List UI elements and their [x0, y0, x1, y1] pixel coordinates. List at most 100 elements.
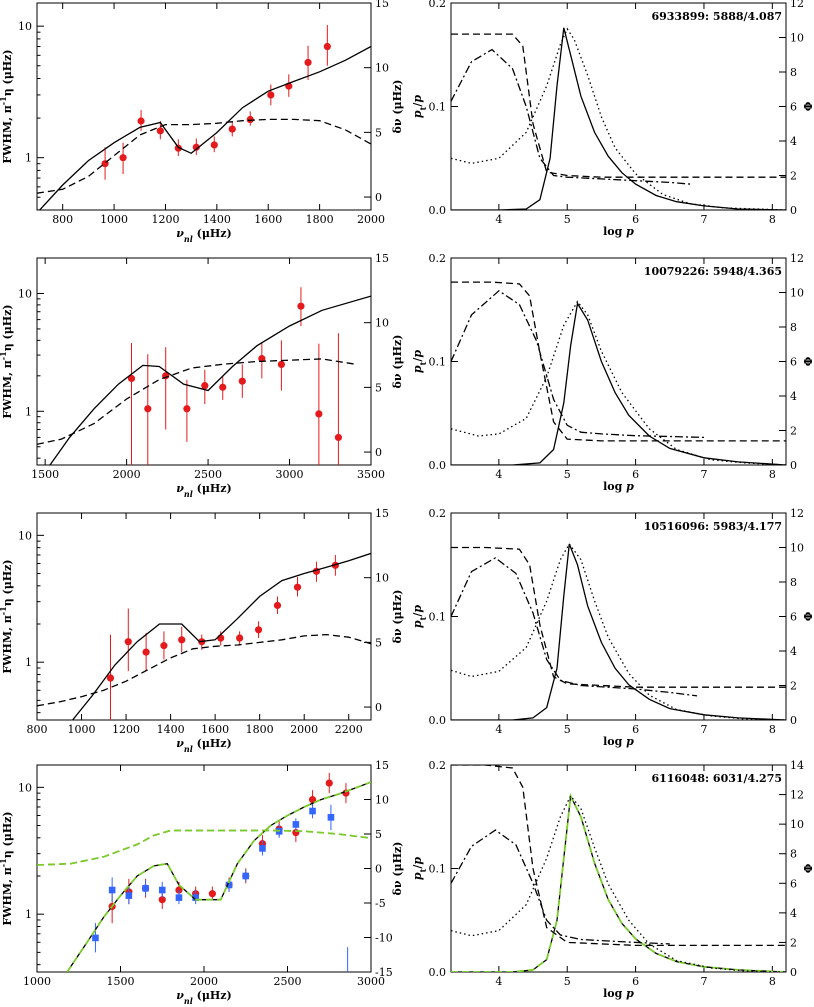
- x-tick-label: 2500: [274, 975, 302, 988]
- star-label: 10516096: 5983/4.177: [644, 520, 782, 533]
- x-tick-label: 7: [700, 213, 707, 226]
- data-point: [267, 91, 275, 99]
- x-tick-label: 1000: [23, 975, 51, 988]
- right-y-tick-label: 6: [790, 101, 797, 114]
- right-y-axis-label: δν (μHz): [391, 590, 404, 644]
- data-point: [246, 115, 254, 124]
- data-point: [323, 42, 331, 51]
- data-point: [183, 405, 191, 413]
- y-axis-label: FWHM, π-1η (μHz): [0, 559, 14, 673]
- plot-area: [37, 552, 371, 720]
- x-tick-label: 2000: [357, 213, 385, 226]
- x-tick-label: 2200: [335, 723, 363, 736]
- data-point: [127, 374, 136, 383]
- x-tick-label: 800: [52, 213, 73, 226]
- right-y-tick-label: 12: [790, 0, 804, 10]
- x-axis-label: log p: [603, 480, 634, 493]
- right-y-tick-label: 6: [790, 877, 797, 890]
- plot-area: [451, 542, 786, 720]
- series-line: [451, 48, 691, 185]
- data-point: [160, 642, 168, 650]
- y-tick-label: 10: [18, 781, 32, 794]
- x-tick-label: 8: [769, 213, 776, 226]
- x-tick-label: 1600: [254, 213, 282, 226]
- series-line: [37, 633, 371, 707]
- y-tick-label: 1: [25, 656, 32, 669]
- x-axis-label: log p: [603, 225, 634, 238]
- y-tick-label: 0.0: [429, 459, 447, 472]
- data-point: [142, 648, 150, 656]
- x-tick-label: 6: [632, 723, 639, 736]
- chart-panel-left-3: 800 1000 1200 1400 1600 1800 2000 2200 1 10 0 5 10 15…: [0, 507, 404, 754]
- right-y-tick-label: 15: [375, 759, 389, 772]
- x-tick-label: 1000: [68, 723, 96, 736]
- x-axis-label: νnl (μHz): [176, 989, 231, 1006]
- data-point: [254, 626, 263, 634]
- y-axis-label: FWHM, π-1η (μHz): [0, 49, 14, 163]
- data-point: [277, 360, 285, 368]
- y-tick-label: 10: [18, 20, 32, 33]
- plot-area: [37, 25, 371, 210]
- series-line: [66, 781, 371, 972]
- right-y-tick-label: 0: [790, 966, 797, 979]
- x-tick-label: 1400: [157, 723, 185, 736]
- x-tick-label: 1200: [112, 723, 140, 736]
- x-tick-label: 1800: [306, 213, 334, 226]
- y-tick-label: 0.2: [429, 0, 447, 10]
- plot-area: [37, 772, 371, 972]
- data-square: [125, 892, 133, 899]
- data-point: [158, 896, 166, 904]
- series-line: [451, 765, 786, 947]
- x-tick-label: 7: [700, 468, 707, 481]
- right-y-tick-label: -15: [375, 966, 393, 979]
- x-tick-label: 5: [564, 213, 571, 226]
- x-axis-label: νnl (μHz): [176, 482, 231, 499]
- series-line: [38, 45, 371, 210]
- y-axis-label: pt/p: [411, 95, 428, 118]
- right-y-tick-label: 15: [375, 252, 389, 265]
- right-y-axis-label: Φ: [802, 101, 814, 111]
- x-tick-label: 5: [564, 975, 571, 988]
- x-tick-label: 3000: [276, 468, 304, 481]
- y-tick-label: 0.2: [429, 252, 447, 265]
- series-line: [451, 27, 786, 210]
- y-tick-label: 0.1: [429, 863, 447, 876]
- right-y-tick-label: 0: [375, 863, 382, 876]
- x-tick-label: 1500: [31, 468, 59, 481]
- right-y-tick-label: 0: [790, 714, 797, 727]
- y-tick-label: 10: [18, 287, 32, 300]
- data-square: [108, 886, 116, 894]
- right-y-tick-label: 5: [375, 126, 382, 139]
- series-line: [451, 829, 670, 945]
- data-point: [258, 355, 266, 363]
- plot-area: [37, 287, 371, 465]
- y-tick-label: 1: [25, 908, 32, 921]
- series-line: [451, 542, 786, 720]
- x-tick-label: 2000: [190, 975, 218, 988]
- x-tick-label: 5: [564, 468, 571, 481]
- right-y-axis-label: Φ: [802, 611, 814, 621]
- data-point: [124, 638, 132, 646]
- y-axis-label: pt/p: [411, 350, 428, 373]
- x-tick-label: 6: [632, 468, 639, 481]
- right-y-tick-label: 0: [375, 701, 382, 714]
- x-tick-label: 1000: [100, 213, 128, 226]
- x-axis-label: νnl (μHz): [176, 737, 231, 754]
- series-line: [451, 546, 786, 688]
- data-point: [201, 382, 209, 390]
- right-y-tick-label: 12: [790, 789, 804, 802]
- series-line: [37, 829, 371, 866]
- data-square: [292, 821, 300, 828]
- y-tick-label: 0.1: [429, 611, 447, 624]
- y-tick-label: 0.1: [429, 356, 447, 369]
- data-point: [156, 127, 164, 135]
- y-tick-label: 0.2: [429, 507, 447, 520]
- right-y-tick-label: 14: [790, 759, 804, 772]
- star-label: 10079226: 5948/4.365: [644, 265, 782, 278]
- data-point: [304, 58, 312, 67]
- y-tick-label: 1: [25, 152, 32, 165]
- plot-frame: [36, 2, 372, 211]
- chart-panel-left-1: 800 1000 1200 1400 1600 1800 2000 1 10 0 5 10 15 νnl …: [0, 0, 404, 244]
- right-y-tick-label: 8: [790, 66, 797, 79]
